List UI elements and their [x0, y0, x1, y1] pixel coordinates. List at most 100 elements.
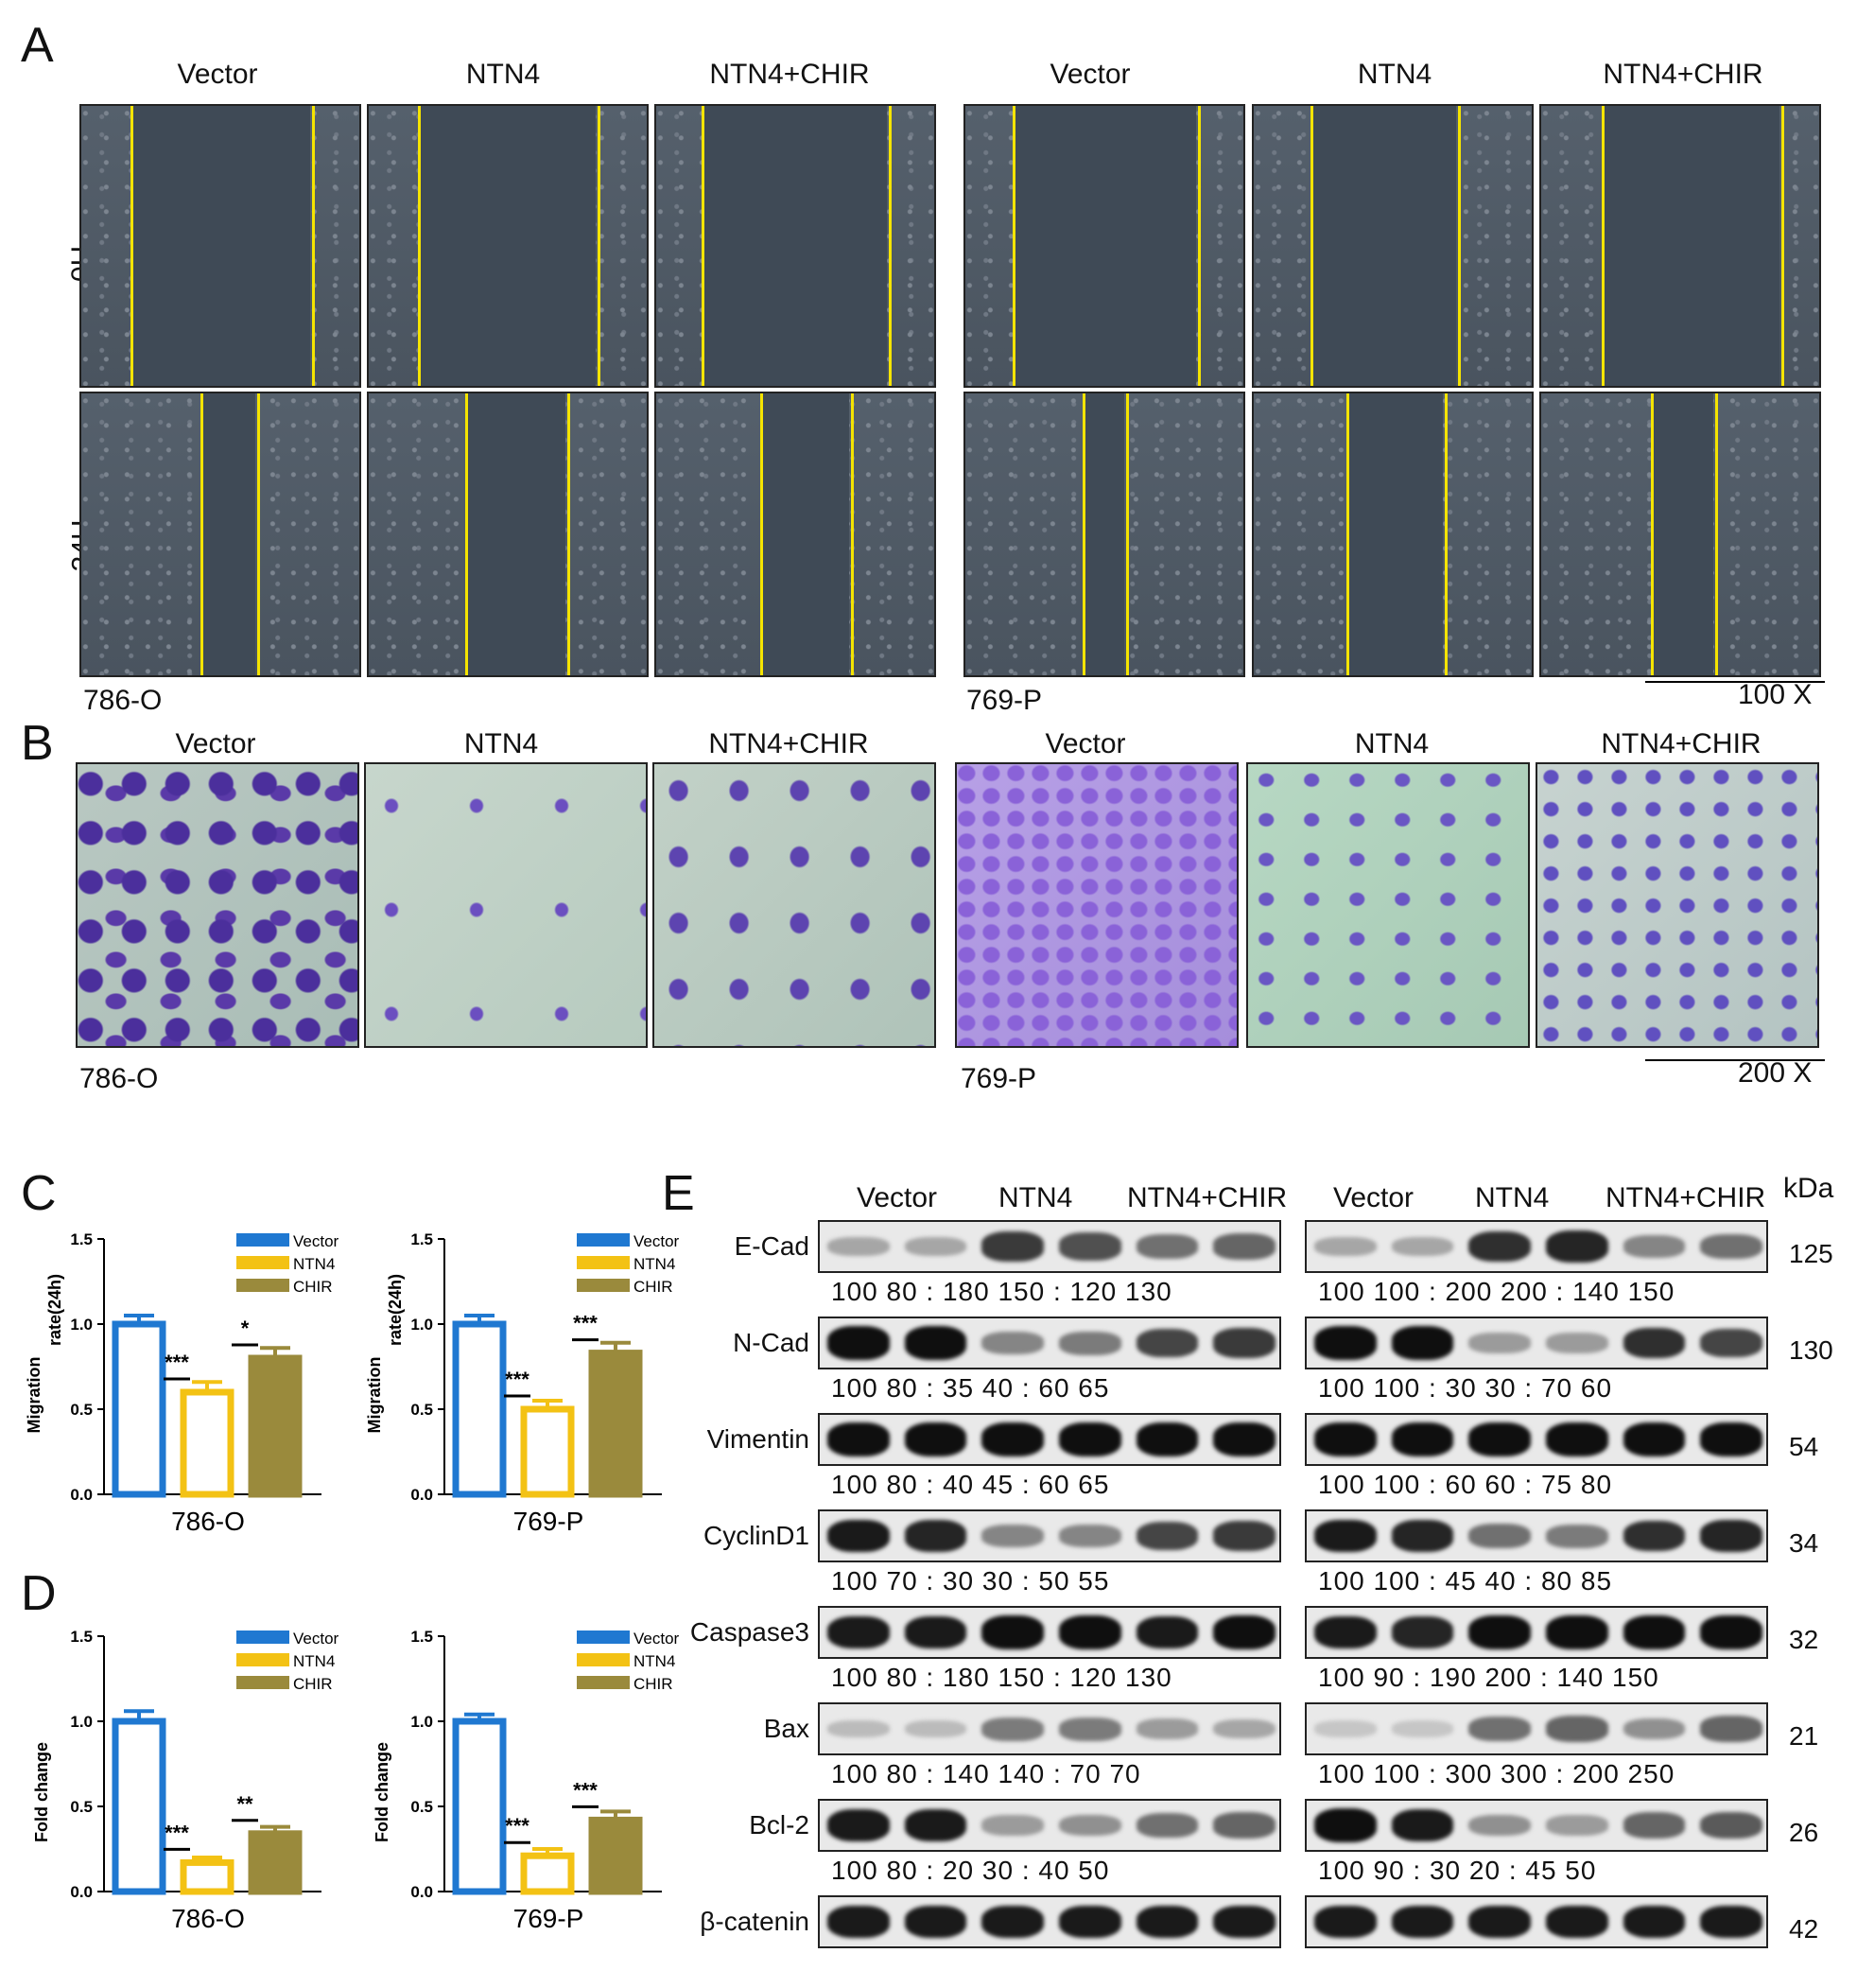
- protein-band: [1468, 1523, 1531, 1549]
- legend-swatch: [577, 1233, 630, 1247]
- legend-swatch: [577, 1653, 630, 1666]
- protein-band: [1700, 1233, 1762, 1260]
- blot-left-bcl-2: [818, 1799, 1281, 1852]
- protein-band: [981, 1422, 1044, 1456]
- protein-band: [1136, 1812, 1199, 1839]
- blot-right-vimentin: [1305, 1413, 1768, 1466]
- quantification-right: 100 90 : 190 200 : 140 150: [1318, 1663, 1659, 1692]
- y-tick-label: 1.5: [410, 1628, 433, 1646]
- protein-band: [827, 1615, 890, 1649]
- protein-band: [1314, 1905, 1377, 1939]
- protein-band: [904, 1719, 967, 1738]
- protein-band: [1468, 1814, 1531, 1837]
- protein-band: [1623, 1812, 1686, 1839]
- x-axis-label: 769-P: [513, 1904, 584, 1933]
- panel-b-col-1: Vector: [175, 728, 256, 759]
- protein-band: [1314, 1236, 1377, 1257]
- panel-a-cell-line-786o: 786-O: [83, 685, 163, 716]
- protein-label-n-cad: N-Cad: [733, 1328, 809, 1357]
- significance-mark: *: [241, 1317, 250, 1340]
- bar-vector: [112, 1718, 166, 1895]
- y-axis-label-2: rate(24h): [45, 1274, 64, 1346]
- transwell-786o-vector: [76, 762, 359, 1048]
- legend-swatch: [577, 1256, 630, 1269]
- protein-band: [1546, 1524, 1608, 1548]
- protein-label-e-cad: E-Cad: [734, 1231, 809, 1261]
- wound-edge: [130, 106, 133, 386]
- y-tick-label: 0.5: [70, 1401, 93, 1419]
- chart-d-769p: 0.0 0.5 1.0 1.5 Fold change *** *** 769-P Vector…: [373, 1628, 680, 1933]
- panel-b-col-2: NTN4: [463, 728, 539, 759]
- panel-b-scale-text: 200 X: [1738, 1057, 1813, 1089]
- legend-label: Vector: [293, 1232, 339, 1250]
- bar-chir: [588, 1350, 643, 1498]
- protein-band: [1546, 1905, 1608, 1939]
- protein-band: [1059, 1331, 1121, 1355]
- protein-band: [981, 1815, 1044, 1836]
- protein-band: [904, 1905, 967, 1939]
- protein-band: [904, 1520, 967, 1552]
- legend-label: NTN4: [293, 1652, 335, 1670]
- protein-band: [1391, 1236, 1454, 1257]
- y-axis-label: Fold change: [373, 1742, 391, 1842]
- protein-band: [1468, 1615, 1531, 1649]
- scratch-769p-chir-0h: [1539, 104, 1821, 388]
- y-tick-label: 0.5: [410, 1401, 433, 1419]
- panel-a-col-3: NTN4+CHIR: [709, 59, 870, 90]
- protein-band: [1623, 1327, 1686, 1359]
- panel-b-col-3: NTN4+CHIR: [708, 728, 869, 759]
- protein-band: [1059, 1525, 1121, 1547]
- protein-band: [1700, 1905, 1762, 1939]
- protein-band: [981, 1332, 1044, 1354]
- panel-label-d: D: [21, 1566, 57, 1621]
- protein-band: [1059, 1814, 1121, 1837]
- wound-edge: [1715, 393, 1718, 675]
- protein-label-caspase3: Caspase3: [689, 1617, 809, 1647]
- quantification-right: 100 90 : 30 20 : 45 50: [1318, 1856, 1597, 1885]
- protein-band: [1700, 1520, 1762, 1552]
- scratch-769p-chir-24h: [1539, 392, 1821, 677]
- protein-band: [827, 1905, 890, 1939]
- significance-mark: **: [236, 1792, 253, 1816]
- kda-marker: 26: [1789, 1818, 1819, 1847]
- panel-a-cell-line-769p: 769-P: [966, 685, 1043, 716]
- bar-chir: [248, 1354, 303, 1498]
- protein-band: [1700, 1615, 1762, 1649]
- significance-mark: ***: [165, 1821, 189, 1844]
- wb-right-group-chir: NTN4+CHIR: [1605, 1182, 1766, 1213]
- protein-band: [1314, 1519, 1377, 1553]
- y-tick-label: 1.5: [70, 1628, 93, 1646]
- wound-edge: [418, 106, 421, 386]
- protein-band: [1059, 1422, 1121, 1456]
- legend-label: NTN4: [293, 1255, 335, 1273]
- protein-band: [1623, 1520, 1686, 1552]
- protein-label-bcl-2: Bcl-2: [749, 1810, 809, 1840]
- legend-swatch: [577, 1676, 630, 1689]
- y-tick-label: 1.0: [410, 1713, 433, 1731]
- wound-edge: [1126, 393, 1129, 675]
- protein-band: [827, 1808, 890, 1842]
- protein-band: [1546, 1333, 1608, 1353]
- legend-swatch: [577, 1279, 630, 1292]
- protein-band: [1136, 1718, 1199, 1739]
- protein-band: [1623, 1422, 1686, 1456]
- blot-left-e-cad: [818, 1220, 1281, 1273]
- chart-c-786o: 0.00.51.01.5Migrationrate(24h)****786-OV…: [25, 1230, 339, 1536]
- protein-band: [904, 1236, 967, 1257]
- quantification-left: 100 80 : 180 150 : 120 130: [831, 1663, 1172, 1692]
- legend-label: CHIR: [293, 1675, 333, 1693]
- scratch-769p-vector-24h: [963, 392, 1245, 677]
- quantification-right: 100 100 : 30 30 : 70 60: [1318, 1373, 1613, 1403]
- panel-b-cell-line-786o: 786-O: [79, 1063, 159, 1094]
- protein-band: [1059, 1717, 1121, 1741]
- bar-vector: [452, 1320, 507, 1498]
- blot-left-caspase3: [818, 1606, 1281, 1659]
- legend-swatch: [236, 1676, 289, 1689]
- protein-band: [904, 1422, 967, 1456]
- wound-edge: [1083, 393, 1085, 675]
- protein-band: [1213, 1328, 1276, 1358]
- legend-swatch: [236, 1653, 289, 1666]
- wound-edge: [1310, 106, 1313, 386]
- legend-label: CHIR: [293, 1278, 333, 1296]
- panel-a-col-6: NTN4+CHIR: [1603, 59, 1763, 90]
